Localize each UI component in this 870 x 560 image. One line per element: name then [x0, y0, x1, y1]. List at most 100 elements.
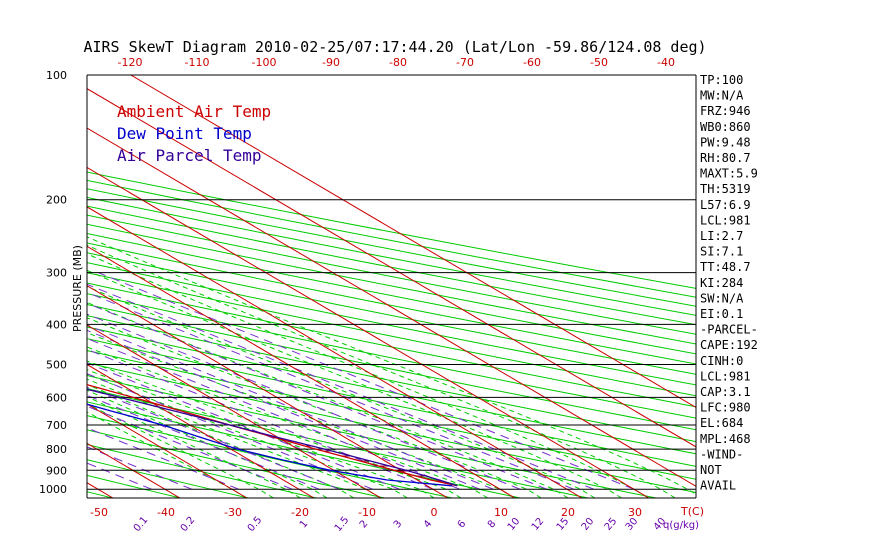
index-entry: NOT	[700, 463, 722, 477]
dry-adiabat-line	[87, 196, 696, 316]
dry-adiabat-line	[87, 491, 113, 498]
pressure-tick-label: 1000	[39, 483, 67, 496]
top-temp-tick-label: -70	[456, 56, 474, 69]
index-entry: SI:7.1	[700, 245, 743, 259]
isotherm-line	[87, 206, 583, 498]
top-temp-tick-label: -60	[523, 56, 541, 69]
y-axis-label: PRESSURE (MB)	[71, 245, 84, 332]
pressure-tick-label: 400	[46, 318, 67, 331]
dry-adiabat-line	[87, 232, 696, 355]
mixing-ratio-tick-label: 3	[392, 518, 405, 530]
temp-tick-label: 0	[431, 506, 438, 519]
sounding-series	[87, 384, 458, 487]
isotherm-line	[0, 75, 46, 498]
dry-adiabat-line	[87, 205, 696, 326]
temp-tick-label: -50	[90, 506, 108, 519]
mixing-ratio-line	[87, 373, 373, 490]
pressure-tick-label: 600	[46, 391, 67, 404]
mixing-ratio-tick-label: 12	[530, 516, 547, 533]
mixing-ratio-tick-label: 0.1	[132, 515, 151, 534]
dry-adiabat-line	[87, 293, 696, 419]
dry-adiabat-line	[87, 179, 696, 298]
isotherm-line	[87, 245, 516, 498]
index-entry: -WIND-	[700, 447, 743, 461]
dry-adiabat-line	[87, 188, 696, 307]
index-entry: PW:9.48	[700, 135, 751, 149]
mixing-ratio-line	[87, 446, 192, 490]
top-temp-tick-label: -50	[590, 56, 608, 69]
dry-adiabat-line	[87, 303, 696, 431]
top-temp-tick-label: -110	[185, 56, 210, 69]
index-entry: AVAIL	[700, 479, 736, 493]
pressure-tick-label: 500	[46, 359, 67, 372]
index-entry: MPL:468	[700, 432, 751, 446]
mixing-ratio-line	[87, 362, 400, 490]
dry-adiabat-line	[87, 387, 589, 498]
dry-adiabat-line	[87, 415, 453, 498]
isotherm-line	[87, 166, 650, 498]
temp-tick-label: 10	[494, 506, 508, 519]
isotherm-line	[87, 482, 114, 498]
dewpoint-line	[87, 403, 452, 487]
pressure-tick-label: 800	[46, 443, 67, 456]
mixing-ratio-line	[87, 313, 521, 490]
legend-entry: Dew Point Temp	[117, 124, 252, 143]
temp-tick-label: 20	[561, 506, 575, 519]
dry-adiabat-line	[87, 171, 696, 289]
mixing-ratio-tick-label: 25	[603, 516, 620, 533]
index-entry: CAPE:192	[700, 338, 758, 352]
dry-adiabat-line	[0, 75, 45, 498]
index-entry: LCL:981	[700, 369, 751, 383]
temp-tick-label: 30	[628, 506, 642, 519]
isotherm-line	[130, 75, 696, 409]
mixing-ratio-tick-label: 4	[422, 518, 435, 530]
mixing-ratio-tick-label: 1	[298, 518, 311, 530]
top-temp-tick-label: -100	[252, 56, 277, 69]
index-entry: RH:80.7	[700, 151, 751, 165]
mixing-ratio-line	[87, 324, 494, 490]
mixing-ratio-tick-label: 2	[358, 518, 371, 530]
temp-tick-label: -20	[291, 506, 309, 519]
index-entry: MW:N/A	[700, 89, 744, 103]
mixing-ratio-line	[87, 427, 239, 490]
dry-adiabat-line	[87, 429, 385, 498]
dry-adiabat-line	[87, 223, 696, 345]
isotherm-line	[87, 324, 382, 498]
mixing-ratio-tick-label: 0.5	[246, 515, 265, 534]
index-entry: -PARCEL-	[700, 323, 758, 337]
mixing-ratio-tick-label: 8	[486, 518, 499, 530]
isotherm-line	[87, 403, 248, 498]
top-temp-tick-label: -40	[657, 56, 675, 69]
isotherm-line	[87, 127, 696, 487]
mixing-ratio-line	[87, 405, 293, 490]
isobars	[86, 74, 697, 499]
dry-adiabat-line	[87, 338, 696, 467]
mixing-ratio-tick-label: 20	[580, 516, 597, 533]
index-entry: KI:284	[700, 276, 743, 290]
mixing-ratio-line	[87, 394, 320, 490]
mixing-ratio-tick-label: 0.2	[179, 515, 198, 534]
legend: Ambient Air Temp Dew Point Temp Air Parcel…	[117, 102, 271, 165]
dry-adiabat-line	[87, 214, 696, 335]
temp-tick-label: -30	[224, 506, 242, 519]
mixing-ratio-line	[87, 302, 548, 490]
index-entry: EI:0.1	[700, 307, 743, 321]
mixing-ratio-lines	[87, 272, 635, 490]
mixing-ratio-tick-label: 10	[506, 516, 523, 533]
index-entry: L57:6.9	[700, 198, 751, 212]
isotherm-line	[87, 363, 315, 498]
temp-tick-label: -10	[358, 506, 376, 519]
chart-title: AIRS SkewT Diagram 2010-02-25/07:17:44.2…	[83, 38, 706, 56]
mixing-ratio-line	[87, 337, 460, 490]
legend-entry: Air Parcel Temp	[117, 146, 262, 165]
dry-adiabat-line	[87, 282, 696, 408]
dry-adiabat-line	[87, 272, 696, 397]
index-entry: LCL:981	[700, 213, 751, 227]
index-entry: WB0:860	[700, 120, 751, 134]
mixing-ratio-line	[87, 283, 594, 490]
mixing-ratio-line	[87, 329, 481, 490]
isotherm-line	[87, 285, 449, 498]
top-temp-tick-label: -80	[389, 56, 407, 69]
index-entry: TH:5319	[700, 182, 751, 196]
